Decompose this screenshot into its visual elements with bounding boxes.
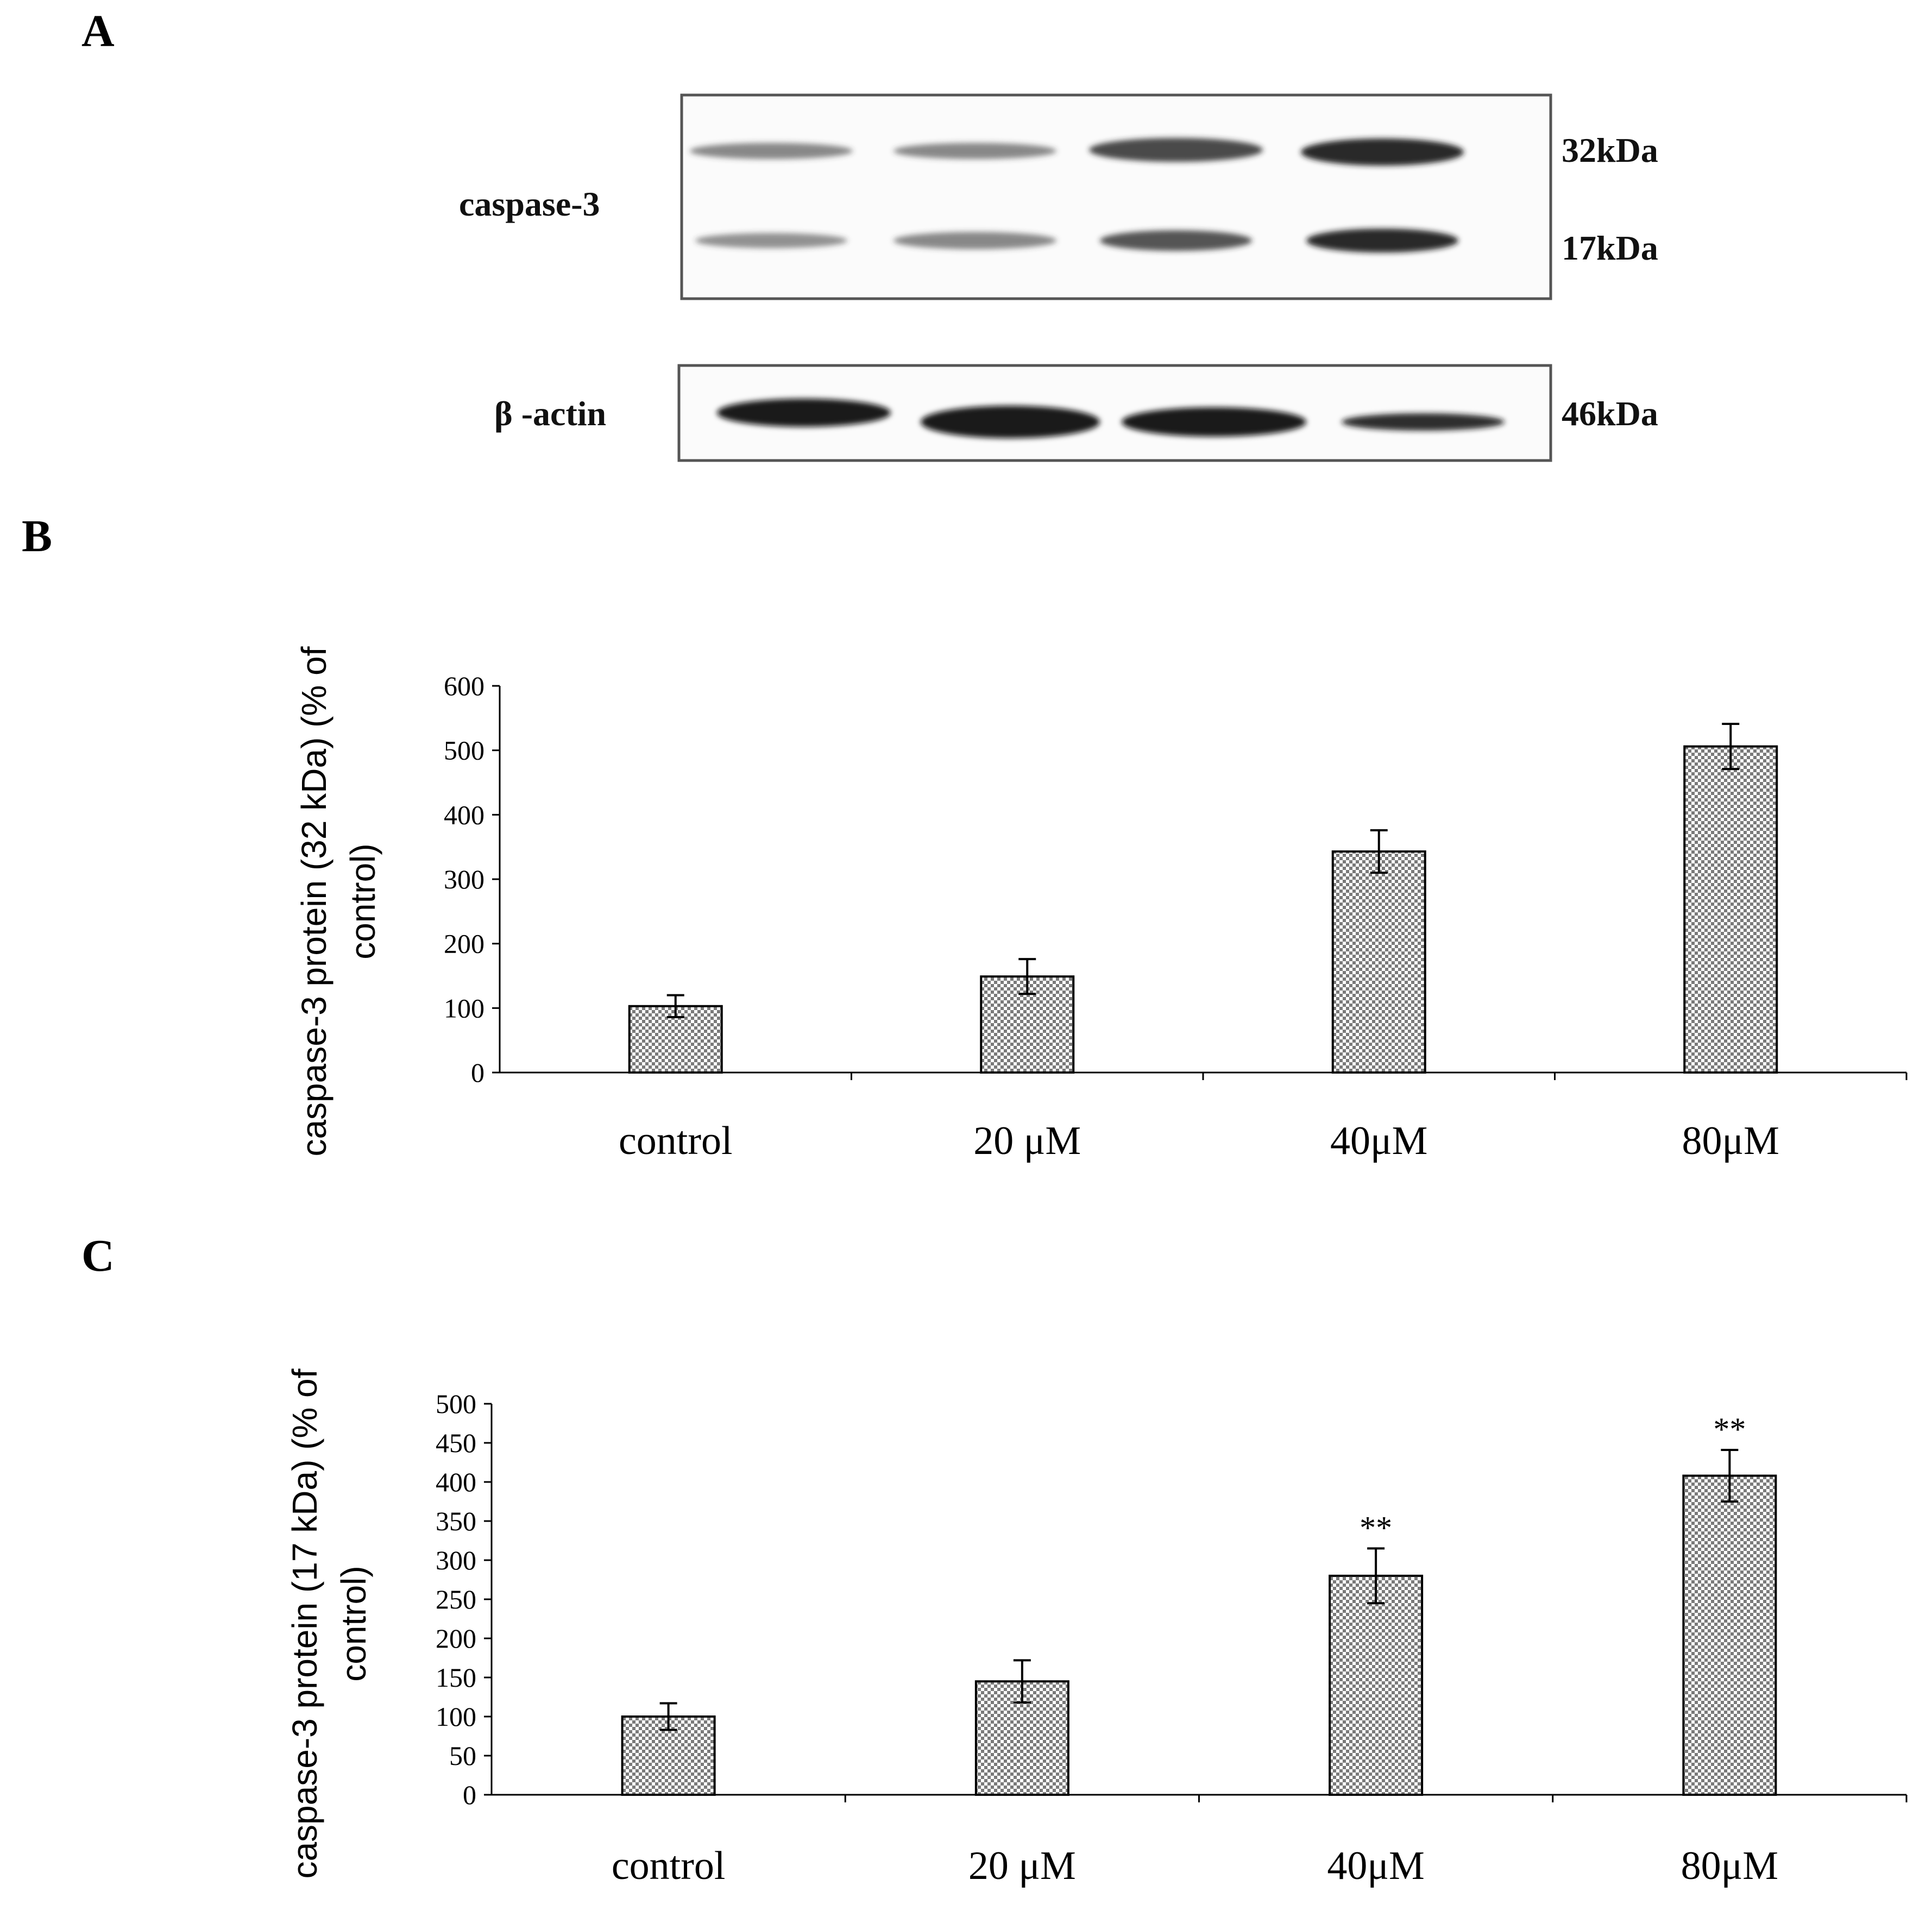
blot-bands — [690, 138, 1505, 438]
chart-c-y-tick-label: 150 — [436, 1662, 476, 1693]
chart-b-y-tick-label: 300 — [444, 864, 484, 894]
chart-b-bar — [1331, 850, 1426, 1074]
chart-c-y-tick-label: 500 — [436, 1389, 476, 1419]
band-17-lane1 — [695, 233, 847, 248]
chart-c-y-tick-label: 100 — [436, 1701, 476, 1732]
chart-c-bar — [1329, 1574, 1424, 1796]
band-32-lane1 — [690, 143, 853, 159]
chart-c-y-tick-label: 250 — [436, 1584, 476, 1614]
chart-b-y-tick-label: 400 — [444, 799, 484, 830]
chart-b-y-tick-label: 200 — [444, 929, 484, 959]
chart-b-y-tick-label: 100 — [444, 993, 484, 1023]
chart-c-y-tick-label: 200 — [436, 1623, 476, 1654]
chart-c-y-tick-label: 0 — [463, 1780, 476, 1810]
marker-46kda: 46kDa — [1562, 394, 1658, 433]
band-actin-lane3 — [1122, 407, 1306, 437]
chart-b-y-title-line2: control) — [343, 843, 382, 959]
marker-32kda: 32kDa — [1562, 131, 1658, 169]
chart-b: caspase-3 protein (32 kDa) (% of control… — [294, 646, 1908, 1163]
band-32-lane3 — [1089, 138, 1263, 162]
chart-b-bar — [1683, 745, 1778, 1074]
band-17-lane3 — [1100, 230, 1252, 251]
chart-b-y-tick-label: 500 — [444, 735, 484, 766]
chart-c-y-tick-label: 350 — [436, 1506, 476, 1536]
chart-c-y-tick-label: 400 — [436, 1467, 476, 1497]
chart-b-y-tick-label: 0 — [471, 1057, 484, 1088]
marker-17kda: 17kDa — [1562, 229, 1658, 267]
panel-letter-c: C — [81, 1231, 115, 1281]
chart-c-y-tick-label: 300 — [436, 1545, 476, 1575]
chart-c-y-tick-label: 450 — [436, 1428, 476, 1458]
chart-b-category-label: 40μM — [1330, 1119, 1427, 1163]
panel-letter-a: A — [81, 6, 115, 56]
chart-c-category-label: 80μM — [1681, 1844, 1778, 1888]
band-17-lane2 — [893, 232, 1056, 249]
chart-c-category-label: 40μM — [1327, 1844, 1424, 1888]
band-actin-lane1 — [717, 399, 891, 427]
chart-b-y-tick-label: 600 — [444, 671, 484, 701]
chart-c-bar — [1682, 1474, 1777, 1796]
chart-b-category-label: 80μM — [1682, 1119, 1779, 1163]
chart-c-y-tick-label: 50 — [449, 1740, 476, 1771]
chart-c-significance-label: ** — [1713, 1411, 1746, 1447]
band-actin-lane2 — [921, 406, 1100, 438]
chart-c-significance-label: ** — [1360, 1510, 1392, 1546]
chart-b-category-label: 20 μM — [973, 1119, 1081, 1163]
chart-c: caspase-3 protein (17 kDa) (% of control… — [285, 1368, 1908, 1888]
panel-letter-b: B — [22, 511, 52, 562]
chart-c-y-title-line2: control) — [334, 1566, 373, 1681]
chart-c-category-label: control — [612, 1844, 726, 1888]
chart-b-y-title-line1: caspase-3 protein (32 kDa) (% of — [294, 646, 333, 1156]
chart-c-category-label: 20 μM — [968, 1844, 1076, 1888]
western-blot: caspase-3 β -actin 32kDa 17kDa 46kDa — [459, 93, 1658, 462]
band-17-lane4 — [1306, 229, 1458, 253]
chart-b-bar — [628, 1005, 723, 1074]
chart-c-y-title-line1: caspase-3 protein (17 kDa) (% of — [285, 1368, 324, 1878]
caspase-blot-frame — [680, 93, 1552, 300]
beta-actin-label: β -actin — [494, 394, 606, 433]
chart-b-category-label: control — [619, 1119, 733, 1163]
caspase-3-label: caspase-3 — [459, 185, 600, 223]
band-actin-lane4 — [1342, 413, 1505, 431]
band-32-lane4 — [1301, 138, 1464, 166]
band-32-lane2 — [893, 143, 1056, 159]
